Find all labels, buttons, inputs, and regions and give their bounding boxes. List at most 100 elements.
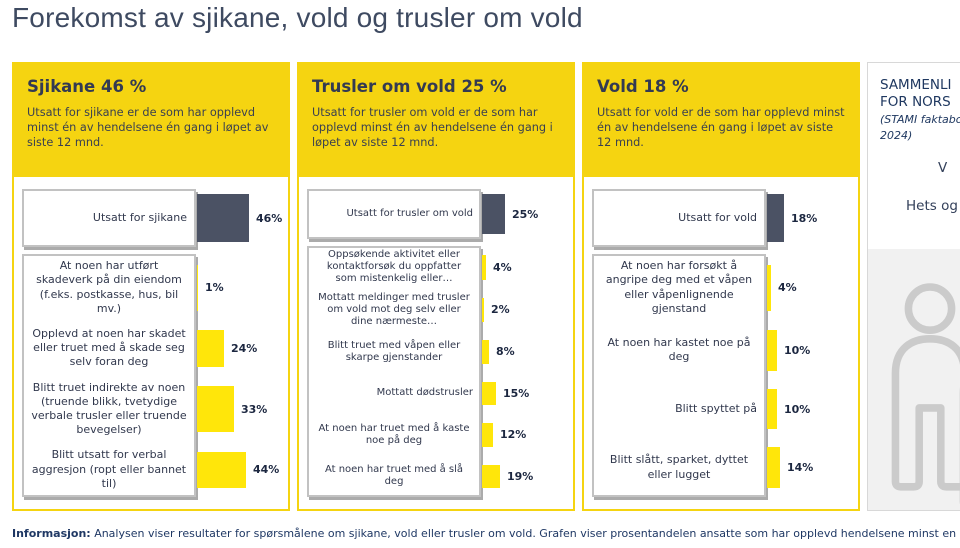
- bar: [767, 264, 771, 311]
- comparison-source-line2: 2024): [880, 128, 913, 142]
- value-label: 19%: [507, 469, 534, 483]
- category-label: At noen har kastet noe på deg: [607, 336, 751, 364]
- category-label: Mottatt meldinger med trusler om vold mo…: [318, 291, 470, 327]
- value-label: 14%: [787, 461, 814, 475]
- value-label: 33%: [241, 402, 268, 416]
- total-bar: [482, 194, 505, 234]
- label-box: [592, 254, 766, 497]
- bar: [482, 381, 496, 406]
- value-label: 18%: [791, 211, 818, 225]
- person-outline-icon: [891, 283, 960, 505]
- panel-description: Utsatt for sjikane er de som har opplevd…: [27, 106, 269, 150]
- panel-sjikane: Sjikane 46 % Utsatt for sjikane er de so…: [12, 62, 290, 511]
- bar-cell: 46%: [196, 189, 282, 247]
- bar-cell: 33%: [196, 376, 282, 443]
- bar-cell: 12%: [481, 414, 567, 455]
- total-bar: [197, 194, 249, 242]
- bar-cell: 2%: [481, 289, 567, 332]
- comparison-source-line1: (STAMI faktabo: [880, 112, 960, 126]
- bar: [482, 423, 493, 447]
- value-label: 2%: [491, 303, 510, 317]
- category-label: Blitt slått, sparket, dyttet eller lugge…: [609, 453, 749, 481]
- category-label: Blitt truet med våpen eller skarpe gjens…: [327, 339, 461, 363]
- panel-header: Trusler om vold 25 % Utsatt for trusler …: [299, 64, 573, 177]
- page-title: Forekomst av sjikane, vold og trusler om…: [12, 2, 583, 33]
- panel-title: Vold 18 %: [597, 77, 689, 96]
- comparison-fragment-vold: V: [938, 160, 948, 177]
- bar-cell: 8%: [481, 331, 567, 372]
- label-box: [592, 189, 766, 247]
- label-box: [22, 189, 196, 247]
- bar-cell: 10%: [766, 321, 852, 380]
- panel-header: Sjikane 46 % Utsatt for sjikane er de so…: [14, 64, 288, 177]
- value-label: 24%: [231, 341, 258, 355]
- comparison-heading-line1: SAMMENLI: [880, 77, 952, 93]
- bar: [482, 255, 486, 280]
- label-box: [22, 254, 196, 497]
- bar: [767, 388, 777, 430]
- bar: [482, 340, 489, 364]
- panel-title: Trusler om vold 25 %: [312, 77, 507, 96]
- footer-info-label: Informasjon:: [12, 527, 91, 540]
- bar-cell: 18%: [766, 189, 852, 247]
- category-label: Oppsøkende aktivitet eller kontaktforsøk…: [326, 249, 462, 285]
- value-label: 44%: [253, 463, 280, 477]
- bar-cell: 4%: [481, 246, 567, 289]
- bar: [482, 297, 484, 323]
- comparison-panel-text: SAMMENLI FOR NORS (STAMI faktabo 2024) V…: [868, 63, 960, 249]
- footer-info: Informasjon: Analysen viser resultater f…: [12, 527, 960, 540]
- bar-cell: 10%: [766, 380, 852, 439]
- label-box: [307, 246, 481, 497]
- comparison-panel: SAMMENLI FOR NORS (STAMI faktabo 2024) V…: [867, 62, 960, 511]
- category-label: At noen har forsøkt å angripe deg med et…: [605, 259, 753, 315]
- bar-cell: 44%: [196, 443, 282, 497]
- category-label: Blitt truet indirekte av noen (truende b…: [31, 380, 187, 437]
- category-label: Utsatt for vold: [678, 210, 757, 224]
- chart-group: At noen har forsøkt å angripe deg med et…: [592, 254, 852, 497]
- bar: [197, 330, 224, 367]
- chart-group: Utsatt for vold 18%: [592, 189, 852, 247]
- category-label: At noen har truet med å kaste noe på deg: [318, 422, 470, 446]
- category-label: Mottatt dødstrusler: [376, 387, 473, 399]
- comparison-heading-line2: FOR NORS: [880, 93, 951, 110]
- category-label: Utsatt for sjikane: [92, 210, 187, 224]
- bar: [197, 451, 246, 488]
- category-label: At noen har truet med å slå deg: [324, 464, 464, 488]
- chart-panels: Sjikane 46 % Utsatt for sjikane er de so…: [12, 62, 860, 511]
- bar: [767, 447, 780, 488]
- category-label: At noen har utført skadeverk på din eien…: [36, 259, 182, 315]
- bar: [482, 464, 500, 488]
- category-label: Blitt utsatt for verbal aggresjon (ropt …: [31, 448, 187, 490]
- chart-body: Utsatt for vold 18% At noen har forsøkt å …: [584, 177, 858, 509]
- value-label: 1%: [205, 281, 224, 295]
- bar-cell: 15%: [481, 373, 567, 414]
- bar-cell: 19%: [481, 456, 567, 497]
- chart-group: Utsatt for sjikane 46%: [22, 189, 282, 247]
- label-box: [307, 189, 481, 239]
- bar: [197, 264, 198, 311]
- bar-cell: 1%: [196, 254, 282, 321]
- bar-cell: 4%: [766, 254, 852, 321]
- chart-group: Oppsøkende aktivitet eller kontaktforsøk…: [307, 246, 567, 497]
- bar: [197, 386, 234, 433]
- value-label: 15%: [503, 386, 530, 400]
- category-label: Opplevd at noen har skadet eller truet m…: [32, 326, 186, 369]
- panel-trusler-om-vold: Trusler om vold 25 % Utsatt for trusler …: [297, 62, 575, 511]
- panel-description: Utsatt for trusler om vold er de som har…: [312, 106, 553, 150]
- value-label: 10%: [784, 402, 811, 416]
- value-label: 25%: [512, 207, 539, 221]
- footer-info-body: Analysen viser resultater for spørsmålen…: [94, 527, 960, 540]
- comparison-fragment-hets: Hets og: [906, 198, 958, 215]
- panel-header: Vold 18 % Utsatt for vold er de som har …: [584, 64, 858, 177]
- chart-body: Utsatt for sjikane 46% At noen har utført …: [14, 177, 288, 509]
- category-label: Blitt spyttet på: [675, 401, 757, 415]
- chart-group: At noen har utført skadeverk på din eien…: [22, 254, 282, 497]
- category-label: Utsatt for trusler om vold: [346, 207, 473, 219]
- panel-vold: Vold 18 % Utsatt for vold er de som har …: [582, 62, 860, 511]
- panel-description: Utsatt for vold er de som har opplevd mi…: [597, 106, 845, 150]
- chart-group: Utsatt for trusler om vold 25%: [307, 189, 567, 239]
- value-label: 46%: [256, 211, 283, 225]
- value-label: 8%: [496, 345, 515, 359]
- comparison-graphic-area: [868, 249, 960, 510]
- value-label: 4%: [778, 281, 797, 295]
